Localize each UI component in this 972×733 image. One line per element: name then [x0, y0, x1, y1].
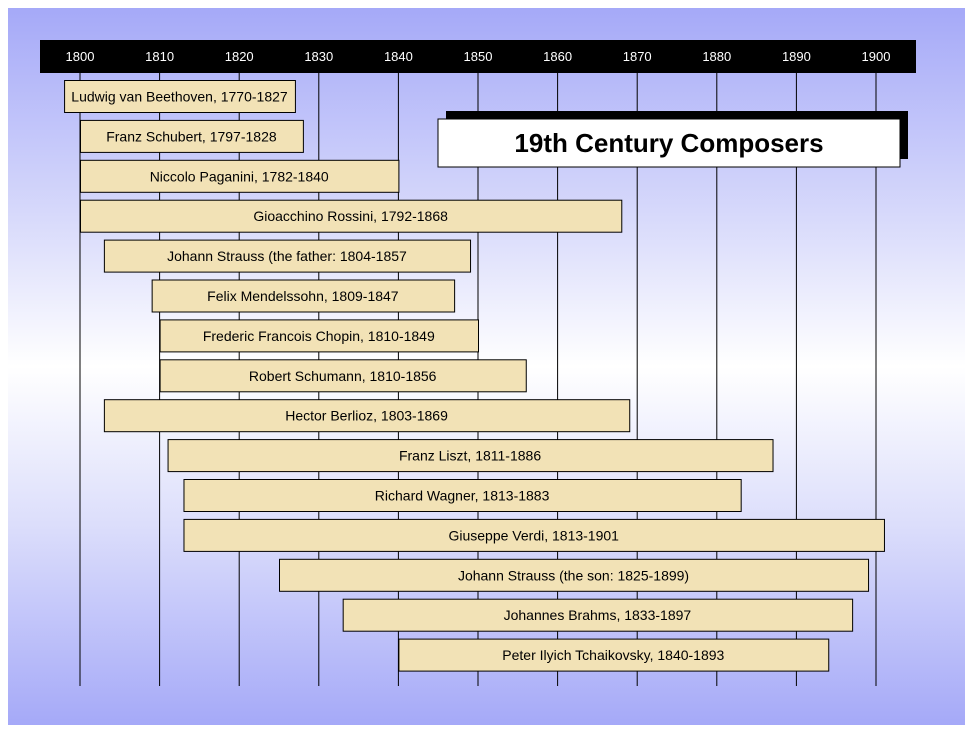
composer-bar	[159, 359, 527, 393]
composer-bar-label: Niccolo Paganini, 1782-1840	[150, 168, 329, 184]
composer-bar	[80, 119, 304, 153]
composer-timeline-chart: 1800 1810 1820 1830 1840 1850 1860 1870 1880 1890…	[40, 40, 916, 686]
chart-title: 19th Century Composers	[514, 128, 823, 158]
composer-bar-label: Robert Schumann, 1810-1856	[249, 368, 437, 384]
composer-bar-label: Hector Berlioz, 1803-1869	[285, 408, 448, 424]
tick-label: 1900	[862, 49, 891, 64]
composer-bar	[167, 439, 774, 473]
composer-bar	[80, 159, 400, 193]
composer-bar	[80, 199, 623, 233]
tick-label: 1830	[304, 49, 333, 64]
composer-bar-label: Peter Ilyich Tchaikovsky, 1840-1893	[502, 647, 724, 663]
composer-bar-label: Frederic Francois Chopin, 1810-1849	[203, 328, 435, 344]
title-box	[437, 118, 901, 168]
composer-bar-label: Felix Mendelssohn, 1809-1847	[207, 288, 399, 304]
chart-title-box: 19th Century Composers	[437, 111, 908, 168]
year-axis-band	[40, 40, 916, 73]
tick-label: 1800	[66, 49, 95, 64]
composer-bar-label: Gioacchino Rossini, 1792-1868	[253, 208, 448, 224]
composer-bar-label: Johannes Brahms, 1833-1897	[504, 607, 692, 623]
tick-label: 1880	[702, 49, 731, 64]
composer-bar	[159, 319, 479, 353]
tick-label: 1850	[464, 49, 493, 64]
tick-label: 1890	[782, 49, 811, 64]
composer-bar	[342, 598, 854, 632]
composer-bars: Ludwig van Beethoven, 1770-1827 Franz Sch…	[64, 80, 885, 672]
tick-label: 1810	[145, 49, 174, 64]
composer-bar-label: Giuseppe Verdi, 1813-1901	[448, 527, 619, 543]
tick-label: 1820	[225, 49, 254, 64]
composer-bar	[279, 558, 870, 592]
composer-bar-label: Richard Wagner, 1813-1883	[375, 488, 550, 504]
composer-bar-label: Franz Liszt, 1811-1886	[399, 448, 541, 464]
tick-label: 1870	[623, 49, 652, 64]
tick-label: 1860	[543, 49, 572, 64]
composer-bar-label: Johann Strauss (the son: 1825-1899)	[458, 567, 689, 583]
composer-bar-label: Ludwig van Beethoven, 1770-1827	[71, 89, 288, 105]
year-tick-labels: 1800 1810 1820 1830 1840 1850 1860 1870 1880 1890…	[66, 49, 891, 64]
composer-bar-label: Johann Strauss (the father: 1804-1857	[167, 248, 407, 264]
composer-bar	[151, 279, 456, 313]
composer-bar	[183, 518, 885, 552]
composer-bar	[64, 80, 296, 113]
slide-background: 1800 1810 1820 1830 1840 1850 1860 1870 1880 1890…	[8, 8, 965, 725]
composer-bar	[103, 239, 472, 273]
composer-bar-label: Franz Schubert, 1797-1828	[106, 128, 277, 144]
tick-label: 1840	[384, 49, 413, 64]
composer-bar	[103, 399, 631, 433]
composer-bar	[183, 479, 742, 512]
composer-bar	[398, 638, 830, 672]
